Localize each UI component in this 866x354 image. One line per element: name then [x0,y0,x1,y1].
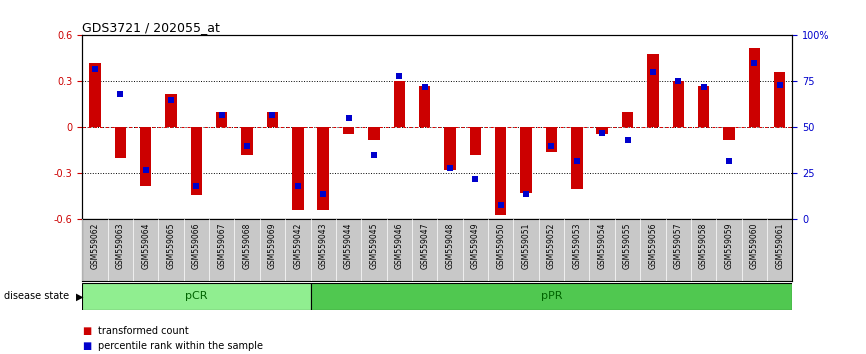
Text: GSM559059: GSM559059 [725,223,734,269]
Point [519,191,533,196]
Bar [520,127,532,193]
Text: percentile rank within the sample: percentile rank within the sample [98,341,263,351]
Bar [89,63,100,127]
Text: GSM559042: GSM559042 [294,223,302,269]
Text: ▶: ▶ [76,291,84,301]
Bar [318,127,329,210]
Text: GSM559058: GSM559058 [699,223,708,269]
Bar [393,81,405,127]
Text: GSM559060: GSM559060 [750,223,759,269]
Bar [622,112,633,127]
Point [443,165,457,171]
Text: GSM559064: GSM559064 [141,223,150,269]
Bar [114,127,126,158]
Text: GSM559066: GSM559066 [192,223,201,269]
Bar [469,127,481,155]
Bar [311,283,792,310]
Bar [723,127,734,140]
Text: GSM559054: GSM559054 [598,223,607,269]
Text: ■: ■ [82,326,92,336]
Bar [368,127,379,140]
Bar [191,127,202,195]
Point [722,158,736,164]
Point [469,176,482,182]
Point [266,112,280,118]
Point [88,66,102,72]
Point [215,112,229,118]
Point [240,143,254,149]
Text: GSM559043: GSM559043 [319,223,327,269]
Point [747,60,761,66]
Text: GSM559051: GSM559051 [521,223,531,269]
Point [595,130,609,136]
Point [291,183,305,189]
Point [316,191,330,196]
Text: GSM559046: GSM559046 [395,223,404,269]
Point [341,115,355,121]
Text: GSM559067: GSM559067 [217,223,226,269]
Bar [597,127,608,133]
Text: GSM559049: GSM559049 [471,223,480,269]
Text: transformed count: transformed count [98,326,189,336]
Point [190,183,204,189]
Point [621,137,635,143]
Point [164,97,178,103]
Text: GDS3721 / 202055_at: GDS3721 / 202055_at [82,21,220,34]
Text: GSM559047: GSM559047 [420,223,430,269]
Bar [140,127,152,186]
Point [696,84,710,90]
Point [392,73,406,79]
Text: ■: ■ [82,341,92,351]
Bar [216,112,228,127]
Bar [343,127,354,133]
Text: pPR: pPR [540,291,562,302]
Text: GSM559056: GSM559056 [649,223,657,269]
Text: GSM559053: GSM559053 [572,223,581,269]
Bar [444,127,456,170]
Point [772,82,786,88]
Point [417,84,431,90]
Bar [698,86,709,127]
Text: GSM559052: GSM559052 [547,223,556,269]
Text: GSM559045: GSM559045 [370,223,378,269]
Bar [748,48,760,127]
Text: pCR: pCR [185,291,208,302]
Bar [647,54,659,127]
Text: GSM559057: GSM559057 [674,223,682,269]
Text: GSM559055: GSM559055 [623,223,632,269]
Text: GSM559068: GSM559068 [242,223,252,269]
Bar [82,283,311,310]
Bar [571,127,583,189]
Text: disease state: disease state [4,291,69,301]
Bar [495,127,507,215]
Bar [546,127,557,152]
Bar [242,127,253,155]
Text: GSM559048: GSM559048 [445,223,455,269]
Bar [292,127,304,210]
Point [646,69,660,75]
Point [113,91,127,97]
Bar [673,81,684,127]
Point [139,167,152,173]
Bar [267,112,278,127]
Text: GSM559044: GSM559044 [344,223,353,269]
Text: GSM559061: GSM559061 [775,223,785,269]
Text: GSM559069: GSM559069 [268,223,277,269]
Text: GSM559063: GSM559063 [116,223,125,269]
Point [367,152,381,158]
Bar [419,86,430,127]
Point [494,202,507,207]
Text: GSM559050: GSM559050 [496,223,505,269]
Point [671,79,685,84]
Point [545,143,559,149]
Bar [774,72,785,127]
Bar [165,94,177,127]
Text: GSM559062: GSM559062 [90,223,100,269]
Point [570,158,584,164]
Text: GSM559065: GSM559065 [166,223,176,269]
